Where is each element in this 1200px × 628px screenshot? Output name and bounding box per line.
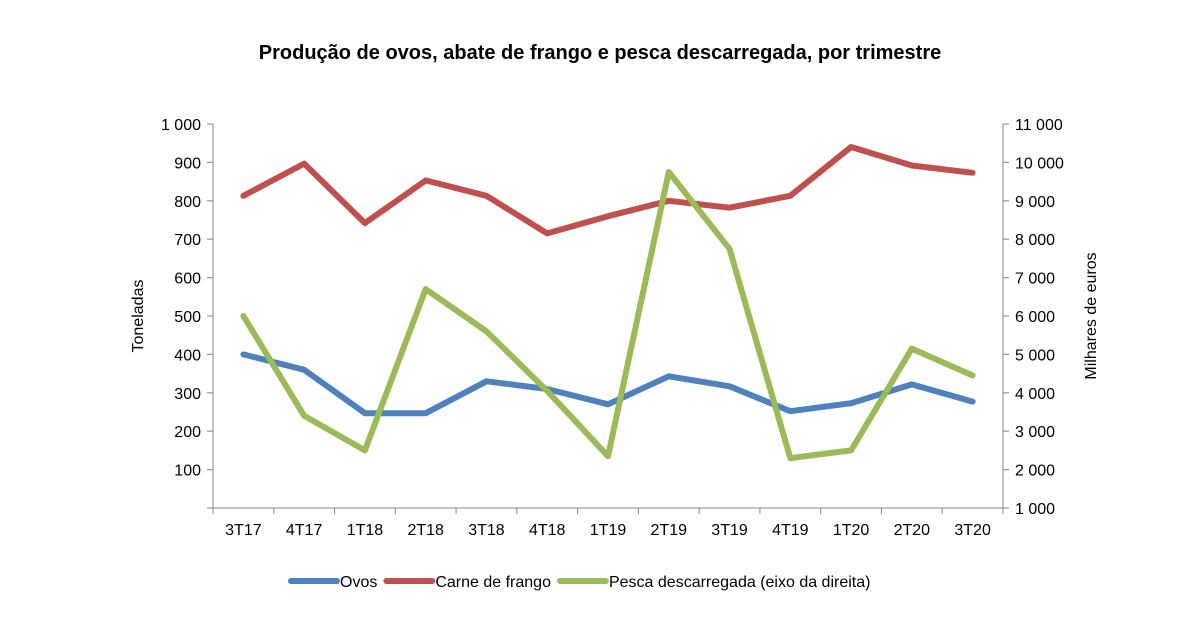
- y-right-tick-label: 10 000: [1015, 155, 1064, 172]
- y-left-tick-label: 600: [174, 271, 201, 288]
- x-tick-label: 3T18: [468, 522, 505, 539]
- y-left-tick-label: 200: [174, 424, 201, 441]
- y-left-tick-label: 400: [174, 347, 201, 364]
- y-right-tick-label: 11 000: [1015, 117, 1063, 134]
- x-tick-label: 3T17: [225, 522, 262, 539]
- legend-label: Carne de frango: [435, 574, 551, 591]
- x-tick-label: 1T19: [590, 522, 627, 539]
- series-lines: [240, 144, 976, 462]
- y-right-tick-label: 8 000: [1015, 232, 1055, 249]
- y-right-axis-title: Milhares de euros: [1083, 252, 1100, 379]
- y-left-tick-label: 1 000: [161, 117, 201, 134]
- legend: Ovos Carne de frango Pesca descarregada (e…: [288, 574, 870, 591]
- y-right-tick-label: 7 000: [1015, 271, 1055, 288]
- x-tick-label: 4T18: [529, 522, 566, 539]
- x-tick-label: 3T20: [954, 522, 991, 539]
- y-right-tick-label: 1 000: [1015, 501, 1055, 518]
- y-right-tick-label: 5 000: [1015, 347, 1055, 364]
- y-left-tick-label: 500: [174, 309, 201, 326]
- series-line-1: [240, 144, 976, 237]
- x-tick-label: 4T17: [286, 522, 323, 539]
- y-left-axis-title: Toneladas: [130, 280, 147, 353]
- y-right-tick-label: 3 000: [1015, 424, 1055, 441]
- legend-label: Pesca descarregada (eixo da direita): [609, 574, 870, 591]
- y-right-tick-label: 9 000: [1015, 194, 1055, 211]
- y-right-tick-label: 6 000: [1015, 309, 1055, 326]
- x-tick-label: 2T20: [894, 522, 931, 539]
- y-right-tick-label: 4 000: [1015, 386, 1055, 403]
- x-tick-label: 2T19: [651, 522, 688, 539]
- x-tick-label: 1T20: [833, 522, 870, 539]
- y-left-tick-label: 800: [174, 194, 201, 211]
- x-tick-label: 2T18: [407, 522, 444, 539]
- y-right-tick-label: 2 000: [1015, 463, 1055, 480]
- legend-label: Ovos: [340, 574, 377, 591]
- chart-title: Produção de ovos, abate de frango e pesc…: [259, 42, 941, 64]
- y-left-tick-label: 300: [174, 386, 201, 403]
- x-tick-label: 1T18: [347, 522, 384, 539]
- axes: 100 200 300 400 500 600 700 800 900 1 000 1 000 2 0…: [161, 117, 1064, 539]
- y-left-tick-label: 100: [174, 463, 201, 480]
- x-tick-label: 4T19: [772, 522, 809, 539]
- y-left-tick-label: 700: [174, 232, 201, 249]
- x-tick-label: 3T19: [711, 522, 748, 539]
- y-left-tick-label: 900: [174, 155, 201, 172]
